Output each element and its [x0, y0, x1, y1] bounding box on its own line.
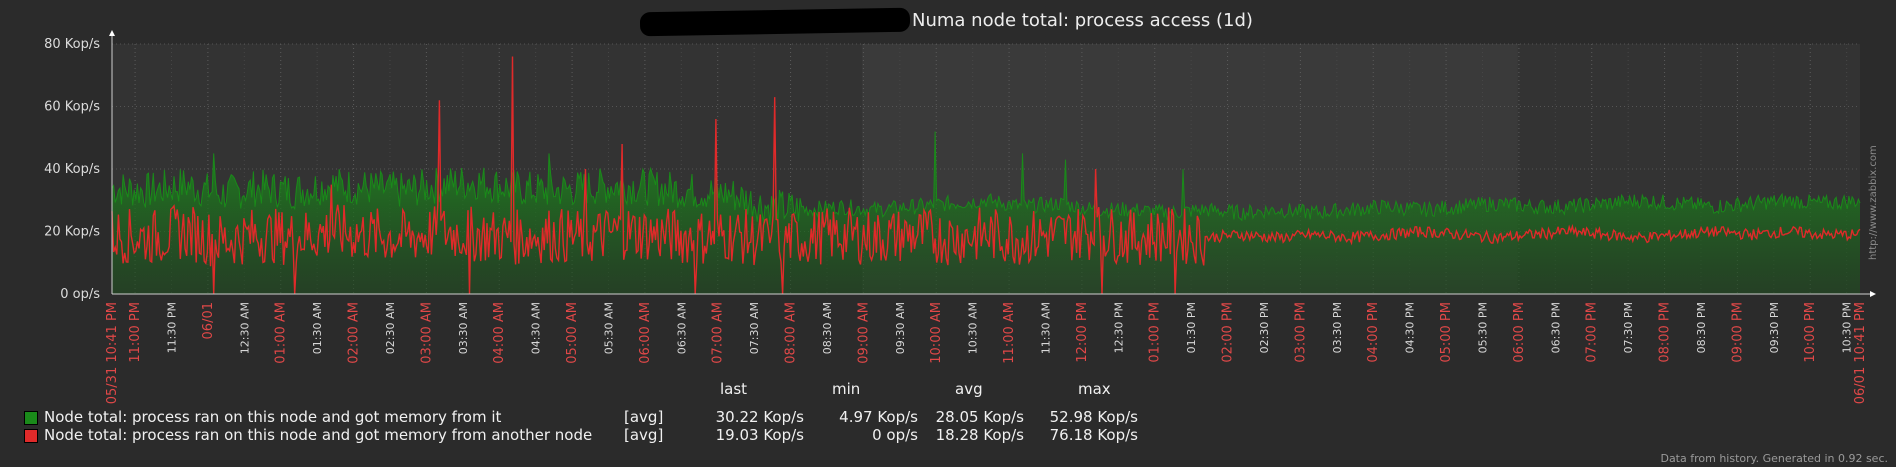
x-tick-label: 05:00 PM	[1439, 302, 1454, 363]
x-tick-label: 04:00 AM	[492, 302, 507, 364]
x-tick-label: 11:00 AM	[1002, 302, 1017, 364]
x-tick-label: 06:30 AM	[675, 302, 688, 354]
x-tick-label: 09:30 PM	[1768, 302, 1781, 353]
x-tick-label: 01:30 PM	[1185, 302, 1198, 353]
x-tick-label: 07:00 AM	[711, 302, 726, 364]
x-tick-label: 03:30 PM	[1331, 302, 1344, 353]
legend-max: 52.98 Kop/s	[1049, 408, 1138, 426]
legend-swatch-green	[24, 411, 38, 425]
x-tick-label: 01:30 AM	[311, 302, 324, 354]
x-tick-label: 07:30 PM	[1622, 302, 1635, 353]
x-tick-label: 11:30 PM	[165, 302, 178, 353]
x-tick-label: 06:30 PM	[1549, 302, 1562, 353]
x-tick-label: 10:00 PM	[1803, 302, 1818, 363]
x-tick-label: 11:00 PM	[128, 302, 143, 363]
footer-note: Data from history. Generated in 0.92 sec…	[1660, 452, 1888, 465]
legend-header-avg: avg	[955, 380, 983, 398]
legend-swatch-red	[24, 429, 38, 443]
y-tick-label: 80 Kop/s	[44, 37, 100, 52]
x-tick-label: 10:30 PM	[1841, 302, 1854, 353]
legend-header-max: max	[1078, 380, 1111, 398]
chart-title: Numa node total: process access (1d)	[912, 10, 1253, 31]
x-tick-label: 08:00 PM	[1658, 302, 1673, 363]
legend-header-min: min	[832, 380, 861, 398]
legend-series-name: Node total: process ran on this node and…	[44, 408, 502, 426]
x-tick-label: 09:00 PM	[1730, 302, 1745, 363]
x-tick-label: 02:30 AM	[384, 302, 397, 354]
x-tick-label: 02:30 PM	[1258, 302, 1271, 353]
x-tick-label: 07:30 AM	[748, 302, 761, 354]
y-axis-arrow	[109, 30, 115, 36]
legend-header-last: last	[720, 380, 748, 398]
y-tick-label: 0 op/s	[60, 287, 100, 302]
legend-last: 30.22 Kop/s	[715, 408, 804, 426]
series-area-green	[112, 131, 1860, 294]
legend-series-name: Node total: process ran on this node and…	[44, 426, 593, 444]
y-tick-label: 40 Kop/s	[44, 162, 100, 177]
x-tick-label: 01:00 AM	[274, 302, 289, 364]
x-start-label: 05/31 10:41 PM	[105, 302, 120, 404]
x-tick-label: 03:00 AM	[419, 302, 434, 364]
x-tick-label: 10:00 AM	[929, 302, 944, 364]
x-tick-label: 05:30 AM	[602, 302, 615, 354]
y-tick-label: 60 Kop/s	[44, 100, 100, 115]
legend-avg: 18.28 Kop/s	[935, 426, 1024, 444]
x-tick-label: 06/01	[201, 302, 216, 339]
x-tick-label: 03:00 PM	[1293, 302, 1308, 363]
x-tick-label: 12:30 AM	[238, 302, 251, 354]
x-tick-label: 06:00 AM	[638, 302, 653, 364]
x-tick-label: 03:30 AM	[457, 302, 470, 354]
legend-aggregate: [avg]	[624, 426, 664, 444]
legend-last: 19.03 Kop/s	[715, 426, 804, 444]
x-tick-label: 08:00 AM	[784, 302, 799, 364]
x-tick-label: 08:30 PM	[1695, 302, 1708, 353]
x-tick-label: 01:00 PM	[1148, 302, 1163, 363]
x-tick-label: 04:00 PM	[1366, 302, 1381, 363]
y-tick-label: 20 Kop/s	[44, 225, 100, 240]
x-tick-label: 12:00 PM	[1075, 302, 1090, 363]
x-tick-label: 05:30 PM	[1476, 302, 1489, 353]
x-axis-arrow	[1870, 291, 1876, 297]
legend-min: 4.97 Kop/s	[839, 408, 918, 426]
legend-avg: 28.05 Kop/s	[935, 408, 1024, 426]
x-tick-label: 10:30 AM	[967, 302, 980, 354]
series-line-red	[111, 56, 1861, 295]
x-tick-label: 11:30 AM	[1039, 302, 1052, 354]
x-tick-label: 02:00 PM	[1221, 302, 1236, 363]
legend-min: 0 op/s	[872, 426, 918, 444]
x-end-label: 06/01 10:41 PM	[1853, 302, 1868, 404]
zabbix-link[interactable]: http://www.zabbix.com	[1868, 145, 1879, 260]
redacted-host-name	[639, 7, 911, 37]
x-tick-label: 08:30 AM	[821, 302, 834, 354]
series-line-green	[111, 131, 1861, 225]
x-tick-label: 12:30 PM	[1112, 302, 1125, 353]
x-tick-label: 02:00 AM	[347, 302, 362, 364]
x-tick-label: 09:30 AM	[894, 302, 907, 354]
legend-max: 76.18 Kop/s	[1049, 426, 1138, 444]
x-tick-label: 07:00 PM	[1585, 302, 1600, 363]
x-tick-label: 04:30 PM	[1404, 302, 1417, 353]
x-tick-label: 06:00 PM	[1512, 302, 1527, 363]
x-tick-label: 04:30 AM	[530, 302, 543, 354]
x-tick-label: 09:00 AM	[856, 302, 871, 364]
x-tick-label: 05:00 AM	[565, 302, 580, 364]
legend-aggregate: [avg]	[624, 408, 664, 426]
